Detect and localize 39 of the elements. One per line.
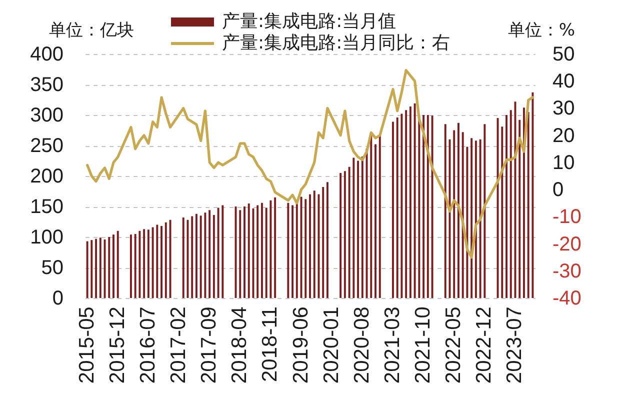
x-tick-label: 2023-07 bbox=[503, 306, 526, 384]
legend-label: 产量:集成电路:当月值 bbox=[222, 11, 396, 32]
x-tick-label: 2020-08 bbox=[350, 306, 374, 384]
y2-tick-label: -40 bbox=[552, 288, 582, 310]
y2-tick-label: 10 bbox=[552, 152, 575, 174]
x-tick-label: 2015-05 bbox=[75, 306, 98, 384]
x-tick-label: 2022-05 bbox=[442, 306, 466, 384]
x-tick-label: 2021-10 bbox=[412, 306, 435, 384]
x-tick-label: 2021-03 bbox=[380, 306, 404, 384]
y-tick-label: 250 bbox=[30, 135, 64, 157]
y2-axis-title: 单位：% bbox=[508, 20, 576, 40]
y2-tick-label: 20 bbox=[552, 124, 575, 147]
y2-tick-label: 40 bbox=[552, 70, 575, 93]
y-tick-label: 50 bbox=[41, 257, 64, 279]
y2-tick-label: -20 bbox=[552, 233, 582, 256]
x-tick-label: 2017-02 bbox=[166, 306, 190, 384]
x-tick-label: 2022-12 bbox=[472, 306, 496, 384]
y-tick-label: 350 bbox=[30, 74, 64, 96]
x-tick-label: 2016-07 bbox=[136, 306, 160, 384]
y2-tick-label: -10 bbox=[552, 206, 582, 228]
y-axis-title: 单位：亿块 bbox=[49, 20, 134, 40]
x-tick-label: 2020-01 bbox=[320, 306, 343, 384]
x-tick-label: 2019-06 bbox=[289, 306, 312, 384]
x-tick-label: 2018-04 bbox=[228, 306, 252, 384]
y2-tick-label: 0 bbox=[552, 179, 564, 202]
y-tick-label: 200 bbox=[30, 166, 64, 188]
y2-tick-label: -30 bbox=[552, 260, 582, 282]
x-tick-label: 2018-11 bbox=[258, 306, 282, 382]
y2-tick-label: 50 bbox=[552, 44, 575, 66]
x-tick-label: 2017-09 bbox=[198, 306, 221, 384]
y2-tick-label: 30 bbox=[552, 98, 575, 120]
y-tick-label: 400 bbox=[30, 44, 64, 66]
y-tick-label: 150 bbox=[30, 196, 64, 218]
y-tick-label: 100 bbox=[30, 226, 64, 248]
line-series bbox=[86, 68, 534, 259]
y-tick-label: 0 bbox=[52, 288, 64, 310]
legend-label: 产量:集成电路:当月同比：右 bbox=[222, 32, 450, 54]
x-tick-label: 2015-12 bbox=[106, 306, 129, 384]
y-tick-label: 300 bbox=[30, 104, 64, 126]
